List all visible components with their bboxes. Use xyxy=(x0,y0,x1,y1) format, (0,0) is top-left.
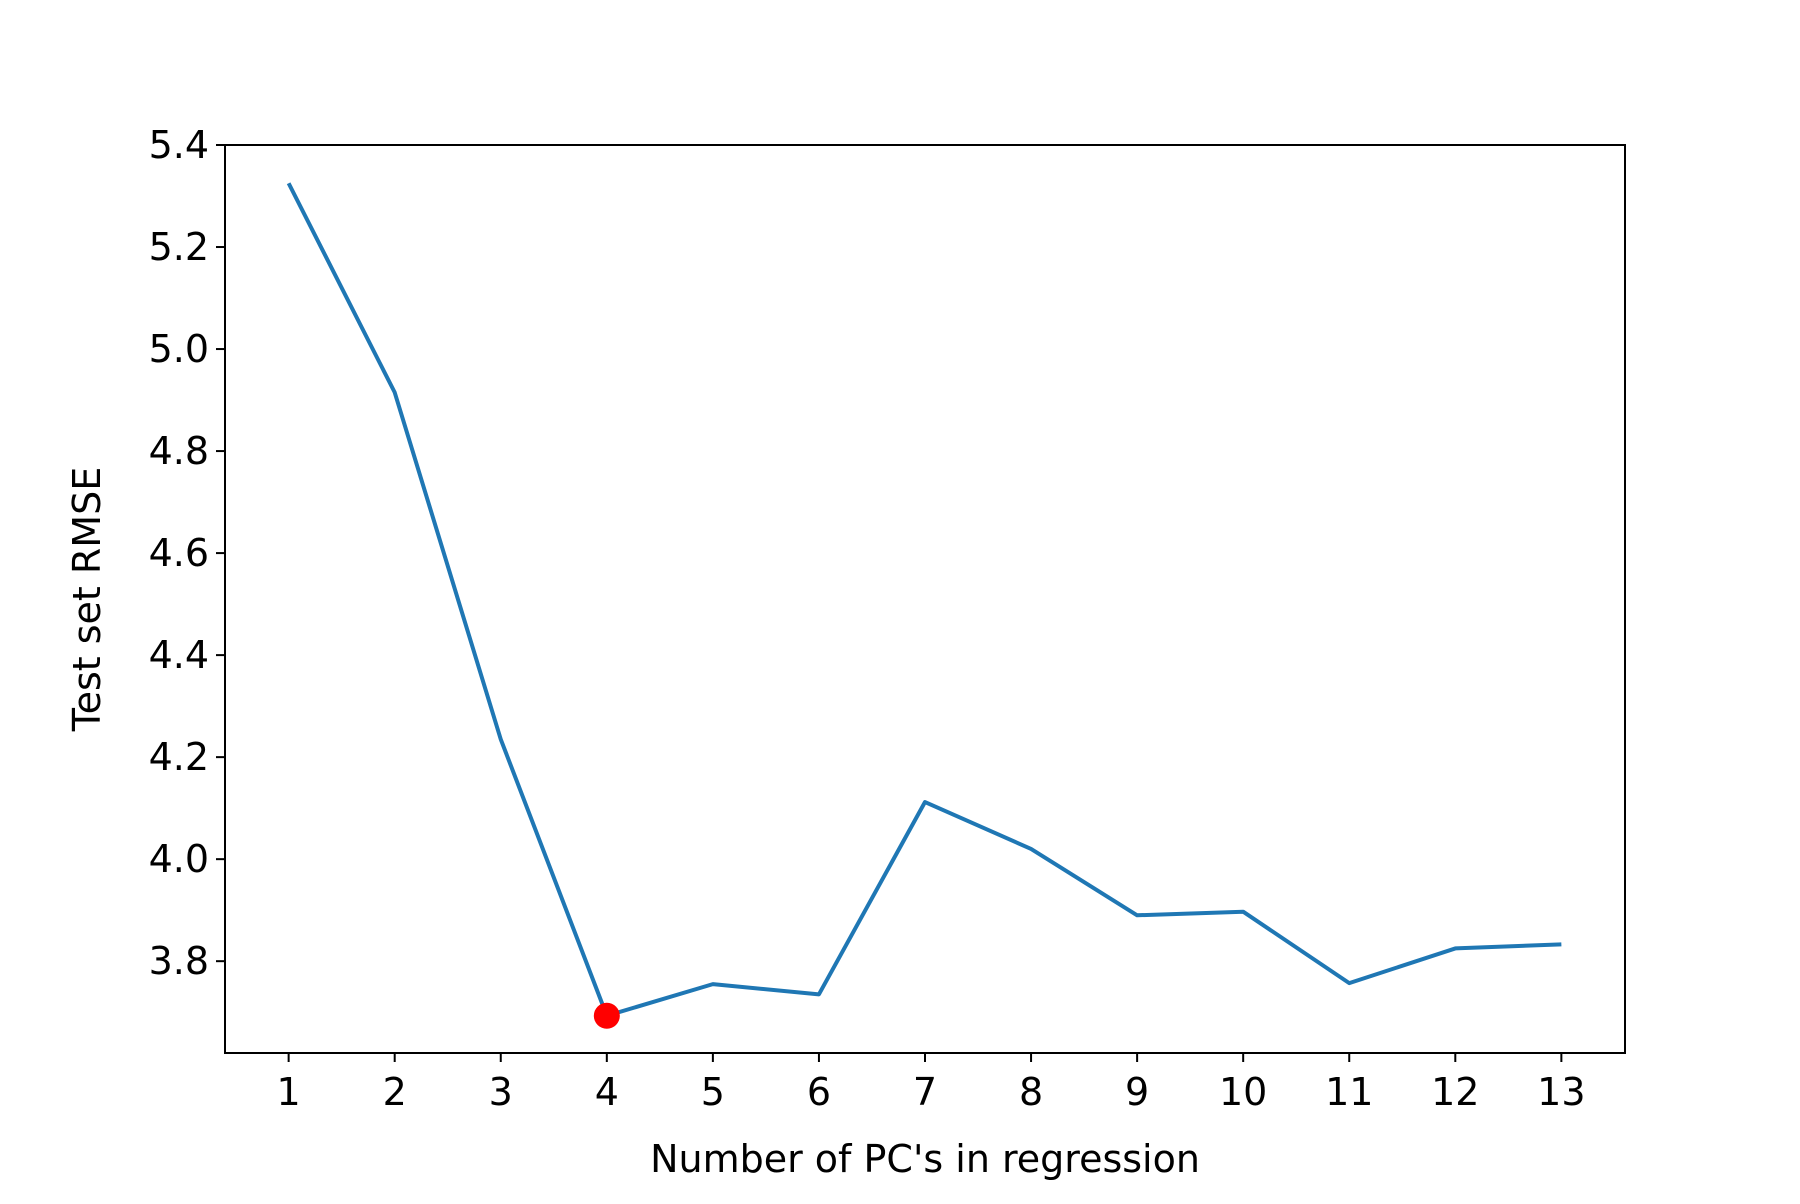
y-tick-label: 5.2 xyxy=(149,225,209,269)
x-tick-label: 3 xyxy=(489,1070,513,1114)
y-tick-label: 4.8 xyxy=(149,429,209,473)
x-tick-label: 9 xyxy=(1125,1070,1149,1114)
x-tick-label: 6 xyxy=(807,1070,831,1114)
x-tick-label: 8 xyxy=(1019,1070,1043,1114)
plot-area xyxy=(224,144,1626,1054)
x-tick-label: 4 xyxy=(595,1070,619,1114)
x-tick-label: 5 xyxy=(701,1070,725,1114)
y-tick-label: 4.6 xyxy=(149,531,209,575)
x-tick-label: 13 xyxy=(1537,1070,1585,1114)
x-tick-label: 2 xyxy=(383,1070,407,1114)
y-tick-label: 5.0 xyxy=(149,327,209,371)
x-tick-label: 10 xyxy=(1219,1070,1267,1114)
x-tick-label: 12 xyxy=(1431,1070,1479,1114)
y-axis-label: Test set RMSE xyxy=(65,467,109,732)
x-tick-label: 11 xyxy=(1325,1070,1373,1114)
min-rmse-point xyxy=(593,1002,620,1029)
y-tick-label: 4.2 xyxy=(149,735,209,779)
x-tick-label: 1 xyxy=(277,1070,301,1114)
y-tick-label: 5.4 xyxy=(149,123,209,167)
series-line xyxy=(286,182,1562,1018)
y-axis: 3.8 4.0 4.2 4.4 4.6 4.8 5.0 5.2 5.4 xyxy=(149,123,225,983)
x-tick-label: 7 xyxy=(913,1070,937,1114)
y-tick-label: 4.4 xyxy=(149,633,209,677)
y-tick-label: 3.8 xyxy=(149,939,209,983)
y-tick-label: 4.0 xyxy=(149,837,209,881)
x-axis: 1 2 3 4 5 6 7 8 9 10 11 12 13 xyxy=(277,1053,1586,1114)
x-axis-label: Number of PC's in regression xyxy=(650,1137,1200,1181)
